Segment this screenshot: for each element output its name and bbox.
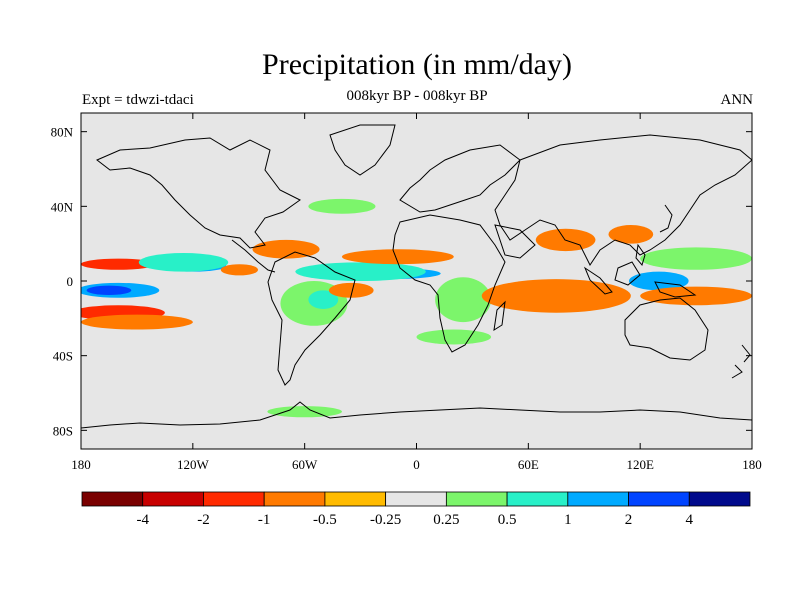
y-tick-label: 80S [53,423,73,438]
colorbar-swatch [385,491,447,507]
anomaly-central-pacific-south-deep-blue [86,285,132,296]
anomaly-atlantic-orange [328,282,374,298]
coast-central-america [231,239,276,273]
anomaly-southern-ocean-green [416,329,492,345]
plot-subtitle: 008kyr BP - 008kyr BP [346,88,488,104]
colorbar-swatch [263,491,326,507]
y-tick-label: 80N [51,125,74,140]
coast-north-america [96,137,301,249]
anomaly-tropical-atlantic-cyan [295,262,426,281]
colorbar-label: 0.25 [433,512,459,528]
anomaly-north-pacific-itcz-red [81,258,156,270]
colorbar-swatch [203,491,265,507]
anomaly-antarctic-green [267,406,342,418]
anomaly-central-america-orange [252,239,320,259]
anomaly-south-pacific-orange-band [81,314,193,330]
colorbar-swatch [628,491,690,507]
plot-title: Precipitation (in mm/day) [262,48,572,81]
colorbar-swatch [506,491,569,507]
anomaly-indian-ocean-orange [481,279,631,313]
map-axes: 180 120W 60W 0 60E 120E 180 80N 40N 0 40S 80S [51,113,762,472]
experiment-label: Expt = tdwzi-tdaci [82,92,194,108]
anomaly-east-pacific-cyan [138,253,229,272]
colorbar-swatch [445,491,508,507]
colorbar-label: -4 [136,512,149,528]
colorbar-swatch [567,491,629,507]
colorbar: -4 -2 -1 -0.5 -0.25 0.25 0.5 1 2 4 [81,491,751,528]
anomaly-east-pacific-orange [220,264,259,276]
anomaly-east-asia-orange [608,225,654,244]
anomaly-north-africa-orange [341,249,454,265]
colorbar-label: 1 [564,512,572,528]
coast-south-america [267,251,356,386]
x-tick-label: 180 [71,457,91,472]
coast-borneo [614,261,641,286]
coast-new-zealand [731,344,751,379]
x-tick-label: 180 [742,457,762,472]
anomaly-africa-green [435,277,492,323]
anomaly-layer [81,198,752,418]
x-tick-label: 120W [177,457,210,472]
x-tick-label: 0 [413,457,420,472]
y-tick-label: 40S [53,349,73,364]
season-label: ANN [720,92,754,108]
coast-europe [399,144,521,213]
coast-asia [494,134,752,266]
coast-africa [392,214,506,353]
coast-greenland [329,124,396,176]
anomaly-west-pacific-north-green [640,247,752,270]
y-tick-label: 40N [51,199,74,214]
coast-sumatra [583,266,613,295]
anomaly-west-pacific-orange [640,286,752,306]
coast-antarctica [81,401,752,429]
colorbar-swatch [688,491,751,507]
coast-new-guinea [654,281,697,298]
colorbar-swatch [81,491,144,507]
x-tick-label: 60W [292,457,318,472]
coast-madagascar [493,300,506,331]
colorbar-label: 2 [625,512,633,528]
colorbar-label: -1 [258,512,271,528]
anomaly-north-atlantic-green [308,198,376,214]
colorbar-label: -0.25 [370,512,401,528]
coast-arabia [494,224,536,259]
anomaly-maritime-continent-blue [628,271,689,291]
x-tick-label: 60E [518,457,539,472]
x-tick-label: 120E [626,457,654,472]
colorbar-swatch [142,491,204,507]
anomaly-south-america-cyan [308,290,339,309]
colorbar-label: 4 [686,512,694,528]
coast-japan [659,204,673,233]
colorbar-label: -0.5 [313,512,337,528]
colorbar-swatch [324,491,387,507]
coastlines [81,124,752,429]
coast-australia [624,297,709,361]
colorbar-label: -2 [197,512,210,528]
y-tick-label: 0 [67,274,74,289]
coast-philippines [635,243,646,267]
colorbar-label: 0.5 [498,512,517,528]
